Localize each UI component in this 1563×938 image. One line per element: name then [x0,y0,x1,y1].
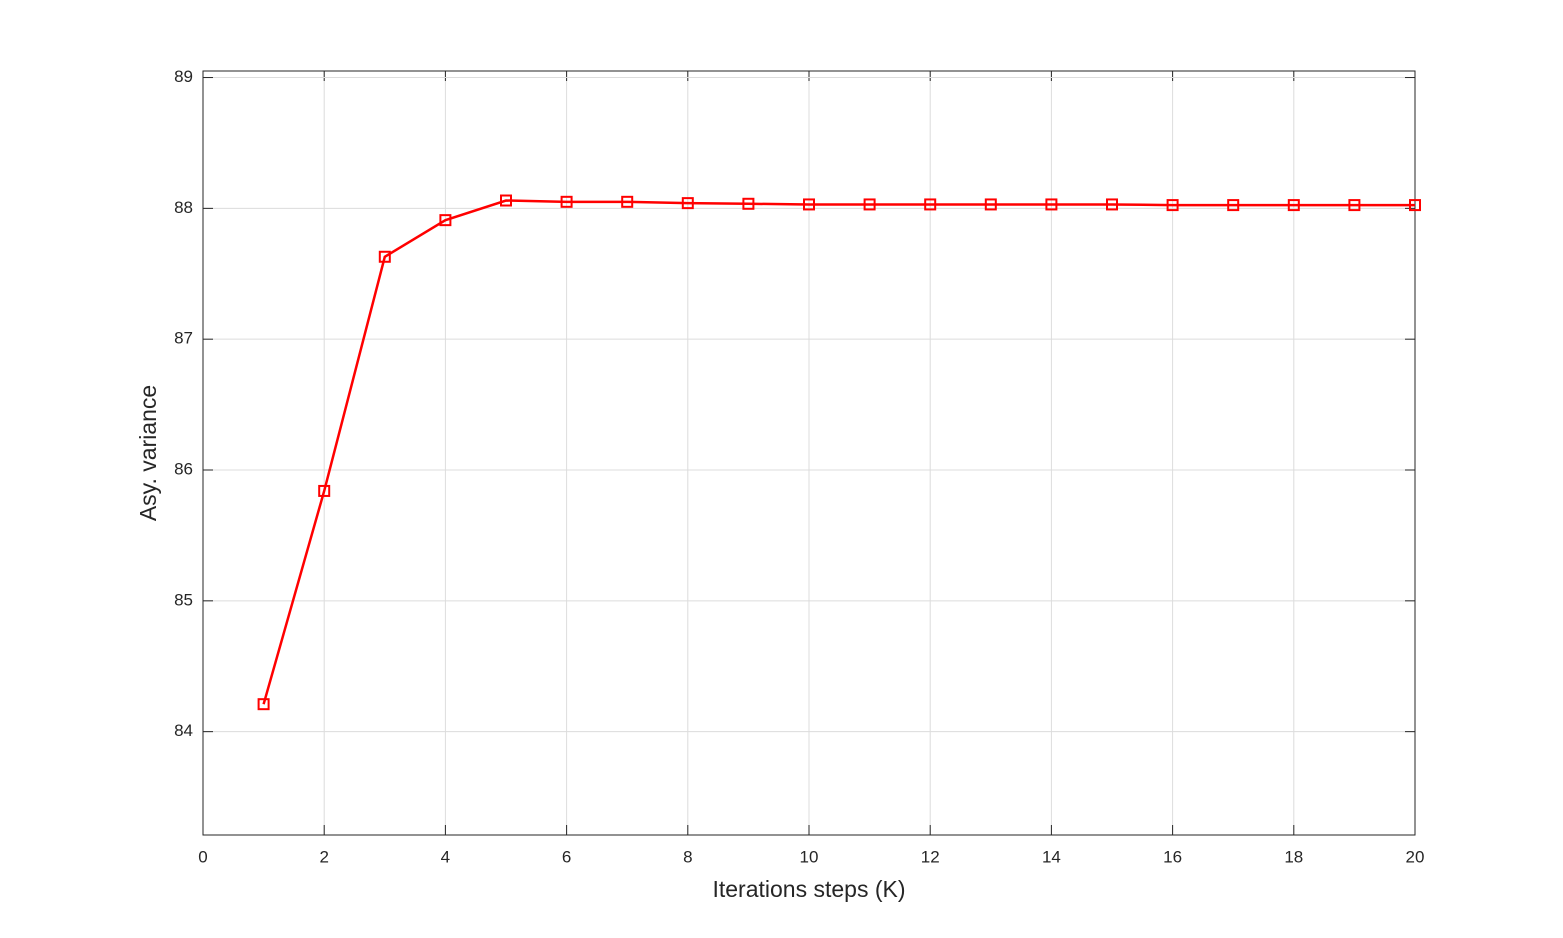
marker [803,198,815,211]
marker [560,195,573,208]
marker [500,194,512,207]
marker [439,214,452,227]
line [262,199,1415,705]
marker [1106,198,1118,211]
x-tick-label: 20 [1406,847,1425,866]
y-tick-label: 87 [174,329,193,348]
y-axis-title: Asy. variance [135,385,161,521]
x-tick-label: 10 [800,847,819,866]
marker [621,195,634,208]
marker [1287,199,1300,212]
marker [1045,198,1058,211]
x-tick-label: 0 [198,847,207,866]
y-tick-label: 85 [174,590,193,609]
marker [378,250,391,263]
plot-frame [202,70,1416,836]
x-tick-label: 6 [562,847,571,866]
x-tick-label: 2 [319,847,328,866]
x-tick-label: 8 [683,847,692,866]
y-tick-label: 86 [174,459,193,478]
marker [742,197,755,210]
marker [257,698,270,711]
marker [1348,199,1361,212]
y-tick-label: 89 [174,67,193,86]
marker [681,197,694,210]
marker [318,484,331,497]
x-tick-label: 4 [441,847,450,866]
x-tick-label: 18 [1284,847,1303,866]
marker [1409,199,1421,212]
y-tick-label: 84 [174,721,193,740]
x-tick-label: 12 [921,847,940,866]
x-tick-label: 16 [1163,847,1182,866]
marker [924,198,937,211]
marker [1227,199,1240,212]
marker [863,198,876,211]
marker [984,198,997,211]
y-tick-label: 88 [174,198,193,217]
x-tick-label: 14 [1042,847,1061,866]
x-axis-title: Iterations steps (K) [712,876,905,902]
marker [1166,199,1179,212]
